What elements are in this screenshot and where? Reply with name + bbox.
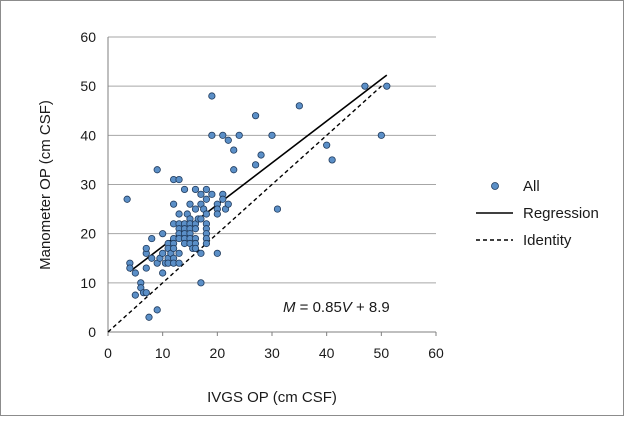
data-point-13 [148,254,156,262]
data-point-11 [142,264,150,272]
data-point-106 [377,131,385,139]
data-point-107 [383,82,391,90]
identity-line [107,85,382,333]
data-point-104 [328,156,336,164]
data-point-101 [273,205,282,213]
legend: All Regression Identity [476,178,599,249]
data-point-102 [295,102,303,110]
data-point-20 [159,269,167,277]
axes [107,37,437,336]
data-point-105 [361,82,369,90]
data-point-87 [213,249,221,257]
data-point-96 [235,131,243,139]
data-point-44 [180,185,189,194]
y-tick-label-10: 10 [80,275,96,291]
data-point-70 [197,249,205,257]
y-tick-label-60: 60 [80,29,96,45]
data-point-59 [191,185,200,194]
data-point-69 [197,215,205,223]
y-tick-label-30: 30 [80,177,96,193]
x-tick-label-40: 40 [319,345,335,361]
data-point-71 [197,279,205,287]
data-point-95 [230,166,238,174]
data-point-99 [257,151,265,159]
data-point-43 [175,259,183,267]
data-point-81 [208,92,216,100]
data-point-100 [268,131,276,139]
data-point-80 [202,239,210,248]
data-point-19 [159,249,167,257]
data-point-21 [159,230,167,238]
x-tick-labels: 0 10 20 30 40 50 60 [104,345,444,361]
x-axis-title: IVGS OP (cm CSF) [207,389,337,406]
data-point-2 [126,264,134,272]
data-point-29 [170,200,178,208]
y-tick-label-40: 40 [80,127,96,143]
y-tick-label-0: 0 [88,324,96,340]
data-point-4 [131,291,139,299]
data-point-92 [224,136,232,144]
data-point-83 [208,190,216,198]
data-point-10 [142,244,150,253]
y-axis-title: Manometer OP (cm CSF) [37,100,54,270]
x-tick-label-30: 30 [264,345,280,361]
data-point-98 [252,161,260,169]
data-point-3 [131,269,139,277]
data-point-12 [145,313,153,321]
regression-equation: M = 0.85V + 8.9 [283,299,390,316]
data-points [123,82,391,321]
data-point-93 [224,200,232,208]
data-point-88 [219,131,227,139]
legend-label-identity: Identity [523,232,572,249]
y-tick-labels: 0 10 20 30 40 50 60 [80,29,96,340]
data-point-103 [323,141,331,149]
data-point-67 [197,190,205,198]
equation-m: M [283,299,296,316]
data-point-60 [191,205,200,213]
x-tick-label-20: 20 [210,345,226,361]
x-tick-label-10: 10 [155,345,171,361]
data-point-94 [230,146,238,154]
equation-v: V [342,299,354,316]
x-tick-label-50: 50 [374,345,390,361]
legend-label-regression: Regression [523,205,599,222]
data-point-73 [202,185,210,194]
data-point-15 [153,166,161,174]
data-point-75 [202,210,210,218]
data-point-33 [170,244,178,253]
x-tick-label-0: 0 [104,345,112,361]
data-point-14 [148,234,156,243]
data-point-74 [202,195,210,203]
x-tick-label-60: 60 [428,345,444,361]
data-point-42 [175,249,183,257]
data-point-37 [175,210,183,218]
data-point-62 [191,225,200,233]
y-tick-label-20: 20 [80,226,96,242]
legend-marker-all [491,182,499,190]
data-point-86 [213,210,221,218]
legend-label-all: All [523,178,540,195]
data-point-90 [219,195,227,203]
data-point-0 [123,195,131,203]
data-point-65 [191,244,200,253]
data-point-51 [186,200,194,208]
equation-intercept: + 8.9 [352,299,390,316]
data-point-82 [208,131,216,139]
data-point-97 [252,112,260,120]
data-point-16 [153,306,161,314]
equation-coef: = 0.85 [296,299,342,316]
y-tick-label-50: 50 [80,78,96,94]
data-point-36 [175,175,183,184]
data-point-8 [142,289,150,297]
